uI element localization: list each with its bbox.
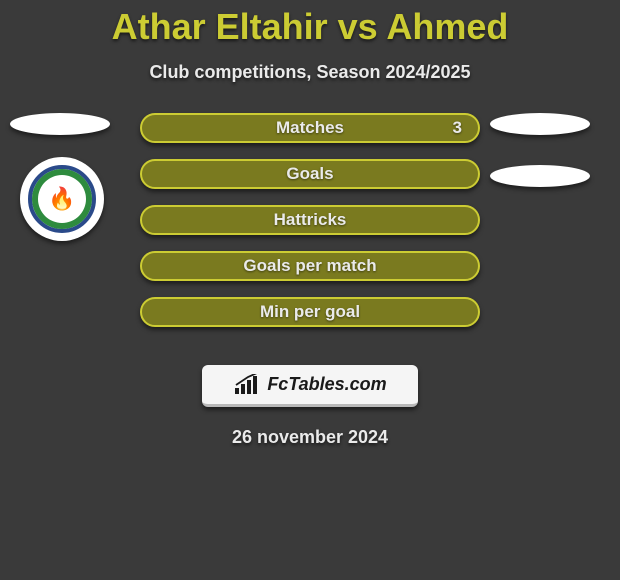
date-line: 26 november 2024 (0, 427, 620, 448)
stat-label: Goals (286, 164, 333, 184)
stat-label: Matches (276, 118, 344, 138)
stat-bar-gpm: Goals per match (140, 251, 480, 281)
club-logo-inner: 🔥 (28, 165, 96, 233)
player-ellipse-left (10, 113, 110, 135)
club-logo-left: 🔥 (20, 157, 104, 241)
stat-bar-goals: Goals (140, 159, 480, 189)
stat-label: Min per goal (260, 302, 360, 322)
stat-bar-mpg: Min per goal (140, 297, 480, 327)
brand-text: FcTables.com (267, 374, 386, 395)
stat-bars: Matches 3 Goals Hattricks Goals per matc… (140, 113, 480, 343)
brand-box: FcTables.com (202, 365, 418, 407)
right-player-column (490, 113, 600, 209)
stat-label: Goals per match (243, 256, 376, 276)
chart-icon (233, 374, 261, 396)
player-ellipse-right-1 (490, 113, 590, 135)
stat-value: 3 (453, 118, 462, 138)
subtitle: Club competitions, Season 2024/2025 (0, 62, 620, 83)
stat-bar-hattricks: Hattricks (140, 205, 480, 235)
stat-bar-matches: Matches 3 (140, 113, 480, 143)
page-title: Athar Eltahir vs Ahmed (0, 0, 620, 48)
stat-label: Hattricks (274, 210, 347, 230)
player-ellipse-right-2 (490, 165, 590, 187)
stats-area: 🔥 Matches 3 Goals Hattricks Goals per ma… (0, 125, 620, 345)
left-player-column: 🔥 (10, 113, 125, 241)
torch-icon: 🔥 (48, 186, 75, 212)
